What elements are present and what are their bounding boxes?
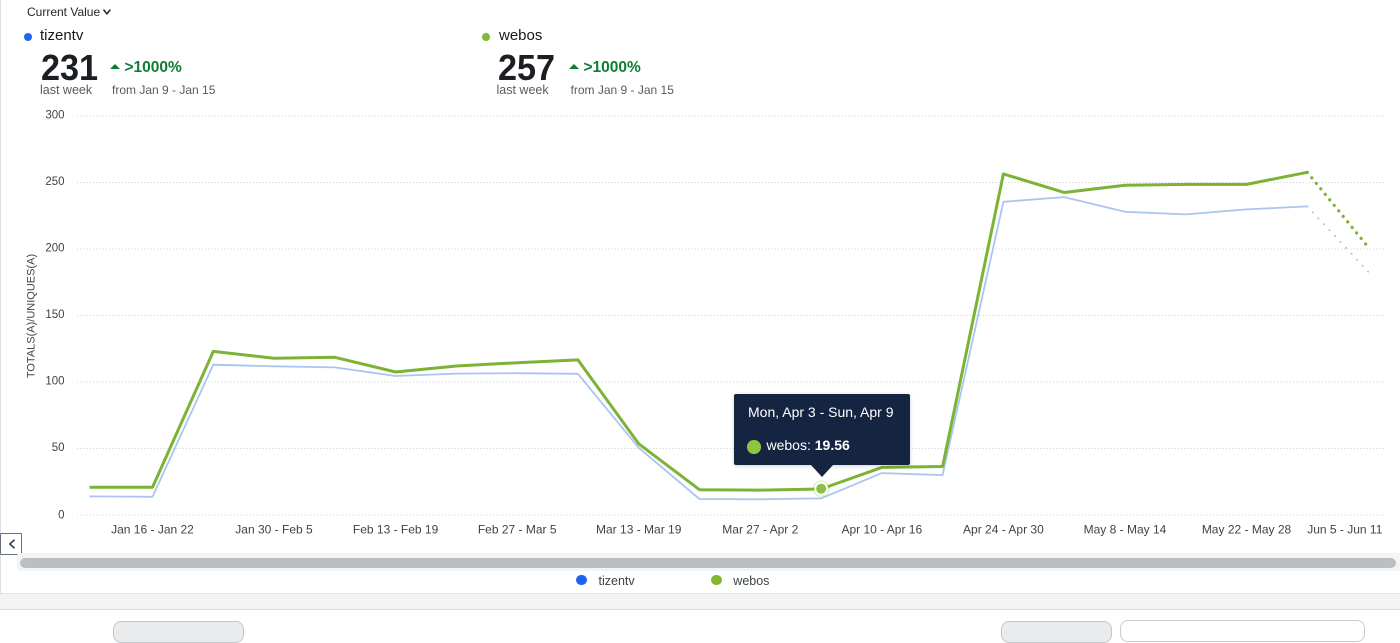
svg-text:200: 200 xyxy=(45,243,64,255)
svg-text:50: 50 xyxy=(52,442,65,454)
svg-text:Jan 30 - Feb 5: Jan 30 - Feb 5 xyxy=(235,523,313,537)
svg-text:May 22 - May 28: May 22 - May 28 xyxy=(1202,523,1292,537)
svg-text:Apr 10 - Apr 16: Apr 10 - Apr 16 xyxy=(841,523,922,537)
svg-text:Mar 13 - Mar 19: Mar 13 - Mar 19 xyxy=(596,523,682,537)
svg-text:Feb 27 - Mar 5: Feb 27 - Mar 5 xyxy=(478,523,557,537)
svg-text:0: 0 xyxy=(58,510,64,522)
svg-text:Apr 24 - Apr 30: Apr 24 - Apr 30 xyxy=(963,523,1044,537)
svg-text:TOTALS(A)/UNIQUES(A): TOTALS(A)/UNIQUES(A) xyxy=(26,254,38,378)
svg-text:Jun 5 - Jun 11: Jun 5 - Jun 11 xyxy=(1307,523,1382,537)
svg-text:May 8 - May 14: May 8 - May 14 xyxy=(1084,523,1167,537)
svg-text:Mar 27 - Apr 2: Mar 27 - Apr 2 xyxy=(722,523,798,537)
svg-text:250: 250 xyxy=(45,176,64,188)
svg-text:150: 150 xyxy=(45,309,64,321)
svg-text:100: 100 xyxy=(45,376,64,388)
svg-text:Feb 13 - Feb 19: Feb 13 - Feb 19 xyxy=(353,523,439,537)
svg-text:Jan 16 - Jan 22: Jan 16 - Jan 22 xyxy=(111,523,194,537)
svg-text:300: 300 xyxy=(45,110,64,122)
